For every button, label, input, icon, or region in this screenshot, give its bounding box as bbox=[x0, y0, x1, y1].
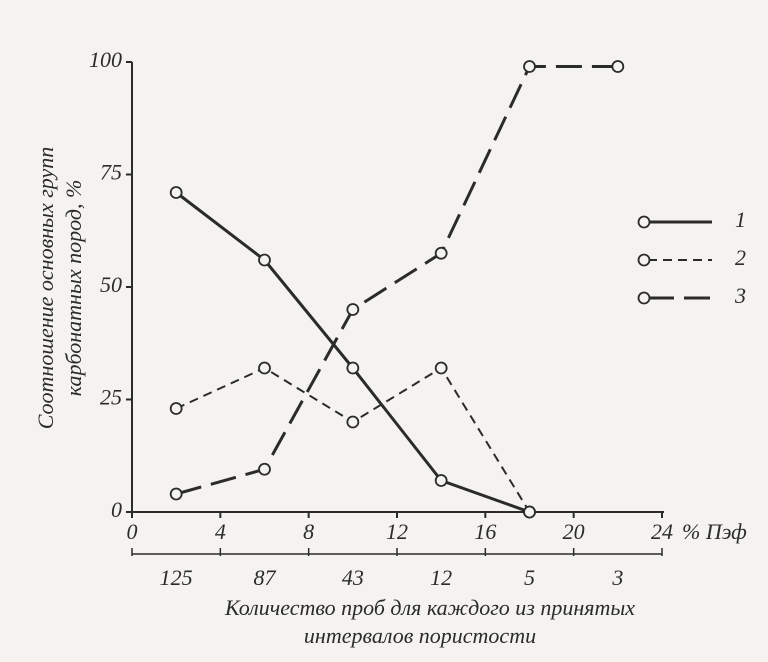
sample-axis-label: интервалов пористости bbox=[304, 623, 536, 648]
x-tick-label: 8 bbox=[303, 519, 314, 544]
x-tick-label: 0 bbox=[127, 519, 138, 544]
legend-label: 1 bbox=[735, 207, 746, 232]
x-tick-label: 20 bbox=[563, 519, 585, 544]
point bbox=[434, 474, 448, 487]
point bbox=[346, 361, 360, 375]
point bbox=[346, 415, 360, 429]
sample-count: 87 bbox=[254, 565, 277, 590]
point bbox=[258, 462, 271, 476]
legend-marker bbox=[637, 291, 651, 305]
point bbox=[346, 303, 360, 316]
point bbox=[258, 253, 271, 267]
x-tick-label: 24 bbox=[651, 519, 673, 544]
y-tick-label: 75 bbox=[100, 160, 122, 185]
legend-marker bbox=[637, 215, 651, 229]
point bbox=[611, 60, 625, 73]
legend-label: 2 bbox=[735, 245, 746, 270]
y-axis-label: Соотношение основных групп bbox=[33, 147, 58, 430]
x-tick-label: 16 bbox=[474, 519, 496, 544]
x-unit-label: % Пэф bbox=[682, 519, 747, 544]
y-tick-label: 0 bbox=[111, 497, 122, 522]
legend-marker bbox=[637, 253, 651, 267]
series-line bbox=[175, 65, 618, 496]
point bbox=[169, 402, 183, 415]
y-tick-label: 100 bbox=[89, 47, 122, 72]
sample-count: 3 bbox=[611, 565, 623, 590]
point bbox=[523, 60, 536, 73]
legend-label: 3 bbox=[734, 283, 746, 308]
point bbox=[169, 487, 183, 501]
sample-count: 125 bbox=[160, 565, 193, 590]
y-tick-label: 25 bbox=[100, 385, 122, 410]
series-line bbox=[175, 191, 531, 514]
point bbox=[434, 246, 448, 260]
sample-axis-label: Количество проб для каждого из принятых bbox=[224, 595, 635, 620]
y-tick-label: 50 bbox=[100, 272, 122, 297]
sample-count: 12 bbox=[430, 565, 452, 590]
point bbox=[169, 186, 183, 199]
point bbox=[258, 361, 271, 375]
point bbox=[434, 361, 448, 375]
point bbox=[523, 505, 536, 519]
x-tick-label: 4 bbox=[215, 519, 226, 544]
sample-count: 5 bbox=[524, 565, 535, 590]
y-axis-label: карбонатных пород, % bbox=[61, 180, 86, 397]
series-line bbox=[175, 366, 531, 513]
x-tick-label: 12 bbox=[386, 519, 408, 544]
sample-count: 43 bbox=[342, 565, 364, 590]
